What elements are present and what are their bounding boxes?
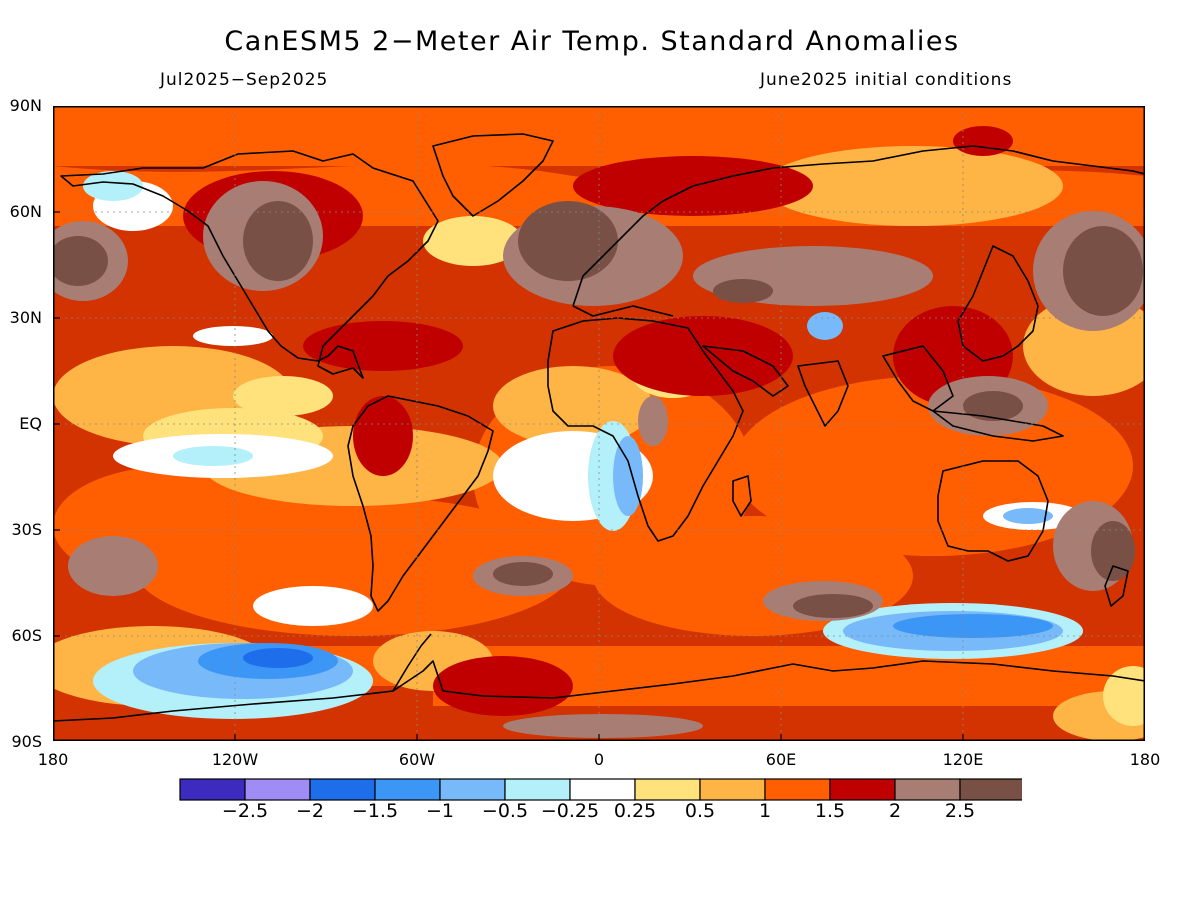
colorbar-swatch bbox=[504, 778, 571, 801]
lat-label-90n: 90N bbox=[9, 96, 42, 115]
lat-label-60s: 60S bbox=[11, 626, 42, 645]
forecast-period: Jul2025−Sep2025 bbox=[160, 70, 329, 90]
colorbar-swatch bbox=[374, 778, 441, 801]
colorbar-swatch bbox=[309, 778, 376, 801]
colorbar-swatch bbox=[764, 778, 831, 801]
colorbar-label: 1 bbox=[758, 800, 772, 822]
graticule bbox=[53, 106, 1145, 741]
colorbar bbox=[179, 778, 1022, 801]
lon-label-120w: 120W bbox=[211, 750, 259, 769]
colorbar-swatch bbox=[439, 778, 506, 801]
initial-conditions: June2025 initial conditions bbox=[760, 70, 1013, 90]
colorbar-label: 2 bbox=[888, 800, 902, 822]
colorbar-label: 2.5 bbox=[944, 800, 976, 822]
colorbar-swatch bbox=[634, 778, 701, 801]
lat-label-60n: 60N bbox=[9, 202, 42, 221]
colorbar-label: −2 bbox=[295, 800, 324, 822]
colorbar-label: −1 bbox=[425, 800, 454, 822]
colorbar-label: −0.5 bbox=[481, 800, 529, 822]
lon-label-180w: 180 bbox=[37, 750, 69, 769]
colorbar-label: 0.5 bbox=[684, 800, 716, 822]
lat-label-30n: 30N bbox=[9, 308, 42, 327]
lat-label-90s: 90S bbox=[11, 732, 42, 751]
colorbar-swatch bbox=[244, 778, 311, 801]
lat-label-30s: 30S bbox=[11, 520, 42, 539]
lon-label-0: 0 bbox=[593, 750, 605, 769]
colorbar-label: −0.25 bbox=[540, 800, 600, 822]
colorbar-swatch bbox=[699, 778, 766, 801]
colorbar-swatch bbox=[959, 778, 1022, 801]
colorbar-label: −2.5 bbox=[221, 800, 269, 822]
colorbar-swatch bbox=[829, 778, 896, 801]
lon-label-60e: 60E bbox=[765, 750, 797, 769]
lon-label-120e: 120E bbox=[942, 750, 984, 769]
coastlines bbox=[53, 133, 1145, 722]
extreme-hot-regions bbox=[53, 201, 1143, 618]
colorbar-label: 0.25 bbox=[613, 800, 657, 822]
colorbar-swatch bbox=[179, 778, 246, 801]
axis-ticks bbox=[53, 211, 964, 741]
colorbar-label: 1.5 bbox=[814, 800, 846, 822]
colorbar-label: −1.5 bbox=[351, 800, 399, 822]
coldest-regions bbox=[243, 648, 313, 668]
lat-label-eq: EQ bbox=[19, 414, 42, 433]
colorbar-swatch bbox=[894, 778, 961, 801]
lon-label-60w: 60W bbox=[398, 750, 436, 769]
colorbar-swatch bbox=[569, 778, 636, 801]
lon-label-180e: 180 bbox=[1129, 750, 1161, 769]
anomaly-map bbox=[53, 106, 1145, 741]
chart-title: CanESM5 2−Meter Air Temp. Standard Anoma… bbox=[224, 26, 960, 57]
